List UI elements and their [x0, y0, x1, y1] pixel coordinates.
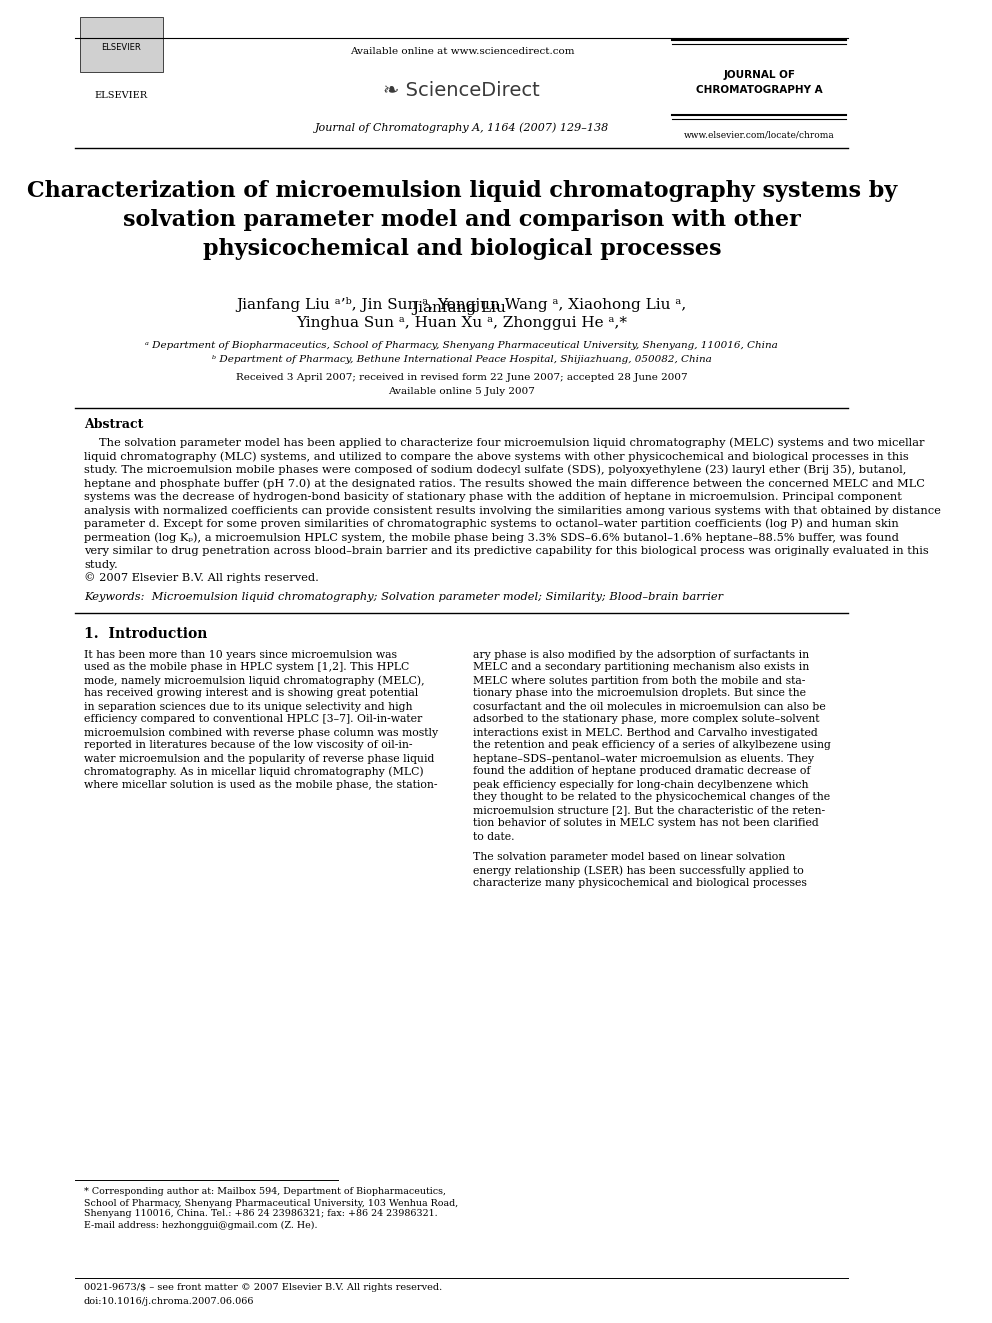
Text: © 2007 Elsevier B.V. All rights reserved.: © 2007 Elsevier B.V. All rights reserved… — [84, 573, 318, 583]
Text: Jianfang Liu ᵃ’ᵇ, Jin Sun ᵃ, Yongjun Wang ᵃ, Xiaohong Liu ᵃ,: Jianfang Liu ᵃ’ᵇ, Jin Sun ᵃ, Yongjun Wan… — [237, 298, 686, 312]
Text: heptane–SDS–pentanol–water microemulsion as eluents. They: heptane–SDS–pentanol–water microemulsion… — [473, 754, 814, 763]
Text: study. The microemulsion mobile phases were composed of sodium dodecyl sulfate (: study. The microemulsion mobile phases w… — [84, 464, 907, 475]
Text: Available online at www.sciencedirect.com: Available online at www.sciencedirect.co… — [349, 48, 574, 57]
Text: Characterization of microemulsion liquid chromatography systems by
solvation par: Characterization of microemulsion liquid… — [27, 180, 897, 259]
Text: Shenyang 110016, China. Tel.: +86 24 23986321; fax: +86 24 23986321.: Shenyang 110016, China. Tel.: +86 24 239… — [84, 1209, 437, 1218]
Text: ELSEVIER: ELSEVIER — [94, 90, 148, 99]
Text: E-mail address: hezhonggui@gmail.com (Z. He).: E-mail address: hezhonggui@gmail.com (Z.… — [84, 1220, 317, 1229]
Text: characterize many physicochemical and biological processes: characterize many physicochemical and bi… — [473, 878, 807, 889]
Text: CHROMATOGRAPHY A: CHROMATOGRAPHY A — [696, 85, 822, 95]
Text: energy relationship (LSER) has been successfully applied to: energy relationship (LSER) has been succ… — [473, 865, 805, 876]
Text: where micellar solution is used as the mobile phase, the station-: where micellar solution is used as the m… — [84, 779, 437, 790]
Text: Yinghua Sun ᵃ, Huan Xu ᵃ, Zhonggui He ᵃ,*: Yinghua Sun ᵃ, Huan Xu ᵃ, Zhonggui He ᵃ,… — [297, 316, 627, 329]
Text: parameter d. Except for some proven similarities of chromatographic systems to o: parameter d. Except for some proven simi… — [84, 519, 899, 529]
Text: to date.: to date. — [473, 831, 515, 841]
Text: Abstract: Abstract — [84, 418, 143, 431]
Text: Journal of Chromatography A, 1164 (2007) 129–138: Journal of Chromatography A, 1164 (2007)… — [314, 123, 609, 134]
Text: School of Pharmacy, Shenyang Pharmaceutical University, 103 Wenhua Road,: School of Pharmacy, Shenyang Pharmaceuti… — [84, 1199, 458, 1208]
Text: liquid chromatography (MLC) systems, and utilized to compare the above systems w: liquid chromatography (MLC) systems, and… — [84, 451, 909, 462]
Text: mode, namely microemulsion liquid chromatography (MELC),: mode, namely microemulsion liquid chroma… — [84, 675, 425, 685]
Text: microemulsion combined with reverse phase column was mostly: microemulsion combined with reverse phas… — [84, 728, 438, 737]
Text: 0021-9673/$ – see front matter © 2007 Elsevier B.V. All rights reserved.: 0021-9673/$ – see front matter © 2007 El… — [84, 1283, 442, 1293]
Text: ELSEVIER: ELSEVIER — [101, 44, 141, 53]
Text: in separation sciences due to its unique selectivity and high: in separation sciences due to its unique… — [84, 701, 413, 712]
Text: permeation (log Kₚ), a microemulsion HPLC system, the mobile phase being 3.3% SD: permeation (log Kₚ), a microemulsion HPL… — [84, 532, 899, 542]
Text: analysis with normalized coefficients can provide consistent results involving t: analysis with normalized coefficients ca… — [84, 505, 940, 516]
Text: Available online 5 July 2007: Available online 5 July 2007 — [389, 386, 536, 396]
Text: the retention and peak efficiency of a series of alkylbezene using: the retention and peak efficiency of a s… — [473, 741, 831, 750]
Text: ᵃ Department of Biopharmaceutics, School of Pharmacy, Shenyang Pharmaceutical Un: ᵃ Department of Biopharmaceutics, School… — [146, 341, 778, 351]
Text: MELC where solutes partition from both the mobile and sta-: MELC where solutes partition from both t… — [473, 676, 806, 685]
Text: found the addition of heptane produced dramatic decrease of: found the addition of heptane produced d… — [473, 766, 810, 777]
Text: MELC and a secondary partitioning mechanism also exists in: MELC and a secondary partitioning mechan… — [473, 663, 809, 672]
Text: ❧ ScienceDirect: ❧ ScienceDirect — [384, 81, 541, 99]
Text: doi:10.1016/j.chroma.2007.06.066: doi:10.1016/j.chroma.2007.06.066 — [84, 1298, 254, 1307]
Text: tion behavior of solutes in MELC system has not been clarified: tion behavior of solutes in MELC system … — [473, 819, 819, 828]
Bar — [79, 17, 163, 71]
Text: ᵇ Department of Pharmacy, Bethune International Peace Hospital, Shijiazhuang, 05: ᵇ Department of Pharmacy, Bethune Intern… — [212, 356, 711, 365]
Text: systems was the decrease of hydrogen-bond basicity of stationary phase with the : systems was the decrease of hydrogen-bon… — [84, 492, 902, 501]
Text: microemulsion structure [2]. But the characteristic of the reten-: microemulsion structure [2]. But the cha… — [473, 806, 825, 815]
Text: Jianfang Liu: Jianfang Liu — [413, 302, 511, 315]
Text: efficiency compared to conventional HPLC [3–7]. Oil-in-water: efficiency compared to conventional HPLC… — [84, 714, 423, 725]
Text: study.: study. — [84, 560, 118, 569]
Text: The solvation parameter model based on linear solvation: The solvation parameter model based on l… — [473, 852, 786, 863]
Text: tionary phase into the microemulsion droplets. But since the: tionary phase into the microemulsion dro… — [473, 688, 806, 699]
Text: 1.  Introduction: 1. Introduction — [84, 627, 207, 642]
Text: water microemulsion and the popularity of reverse phase liquid: water microemulsion and the popularity o… — [84, 754, 434, 763]
Text: very similar to drug penetration across blood–brain barrier and its predictive c: very similar to drug penetration across … — [84, 546, 929, 556]
Text: * Corresponding author at: Mailbox 594, Department of Biopharmaceutics,: * Corresponding author at: Mailbox 594, … — [84, 1188, 445, 1196]
Text: Received 3 April 2007; received in revised form 22 June 2007; accepted 28 June 2: Received 3 April 2007; received in revis… — [236, 373, 687, 382]
Text: they thought to be related to the physicochemical changes of the: they thought to be related to the physic… — [473, 792, 830, 803]
Text: JOURNAL OF: JOURNAL OF — [723, 70, 796, 79]
Text: reported in literatures because of the low viscosity of oil-in-: reported in literatures because of the l… — [84, 741, 413, 750]
Text: cosurfactant and the oil molecules in microemulsion can also be: cosurfactant and the oil molecules in mi… — [473, 701, 826, 712]
Text: adsorbed to the stationary phase, more complex solute–solvent: adsorbed to the stationary phase, more c… — [473, 714, 820, 725]
Text: It has been more than 10 years since microemulsion was: It has been more than 10 years since mic… — [84, 650, 397, 659]
Text: interactions exist in MELC. Berthod and Carvalho investigated: interactions exist in MELC. Berthod and … — [473, 728, 818, 737]
Text: heptane and phosphate buffer (pH 7.0) at the designated ratios. The results show: heptane and phosphate buffer (pH 7.0) at… — [84, 478, 925, 488]
Text: peak efficiency especially for long-chain decylbenzene which: peak efficiency especially for long-chai… — [473, 779, 808, 790]
Text: has received growing interest and is showing great potential: has received growing interest and is sho… — [84, 688, 419, 699]
Text: used as the mobile phase in HPLC system [1,2]. This HPLC: used as the mobile phase in HPLC system … — [84, 663, 409, 672]
Text: The solvation parameter model has been applied to characterize four microemulsio: The solvation parameter model has been a… — [99, 438, 925, 448]
Text: www.elsevier.com/locate/chroma: www.elsevier.com/locate/chroma — [684, 131, 834, 139]
Text: ary phase is also modified by the adsorption of surfactants in: ary phase is also modified by the adsorp… — [473, 650, 809, 659]
Text: Keywords:  Microemulsion liquid chromatography; Solvation parameter model; Simil: Keywords: Microemulsion liquid chromatog… — [84, 593, 723, 602]
Text: chromatography. As in micellar liquid chromatography (MLC): chromatography. As in micellar liquid ch… — [84, 766, 424, 777]
